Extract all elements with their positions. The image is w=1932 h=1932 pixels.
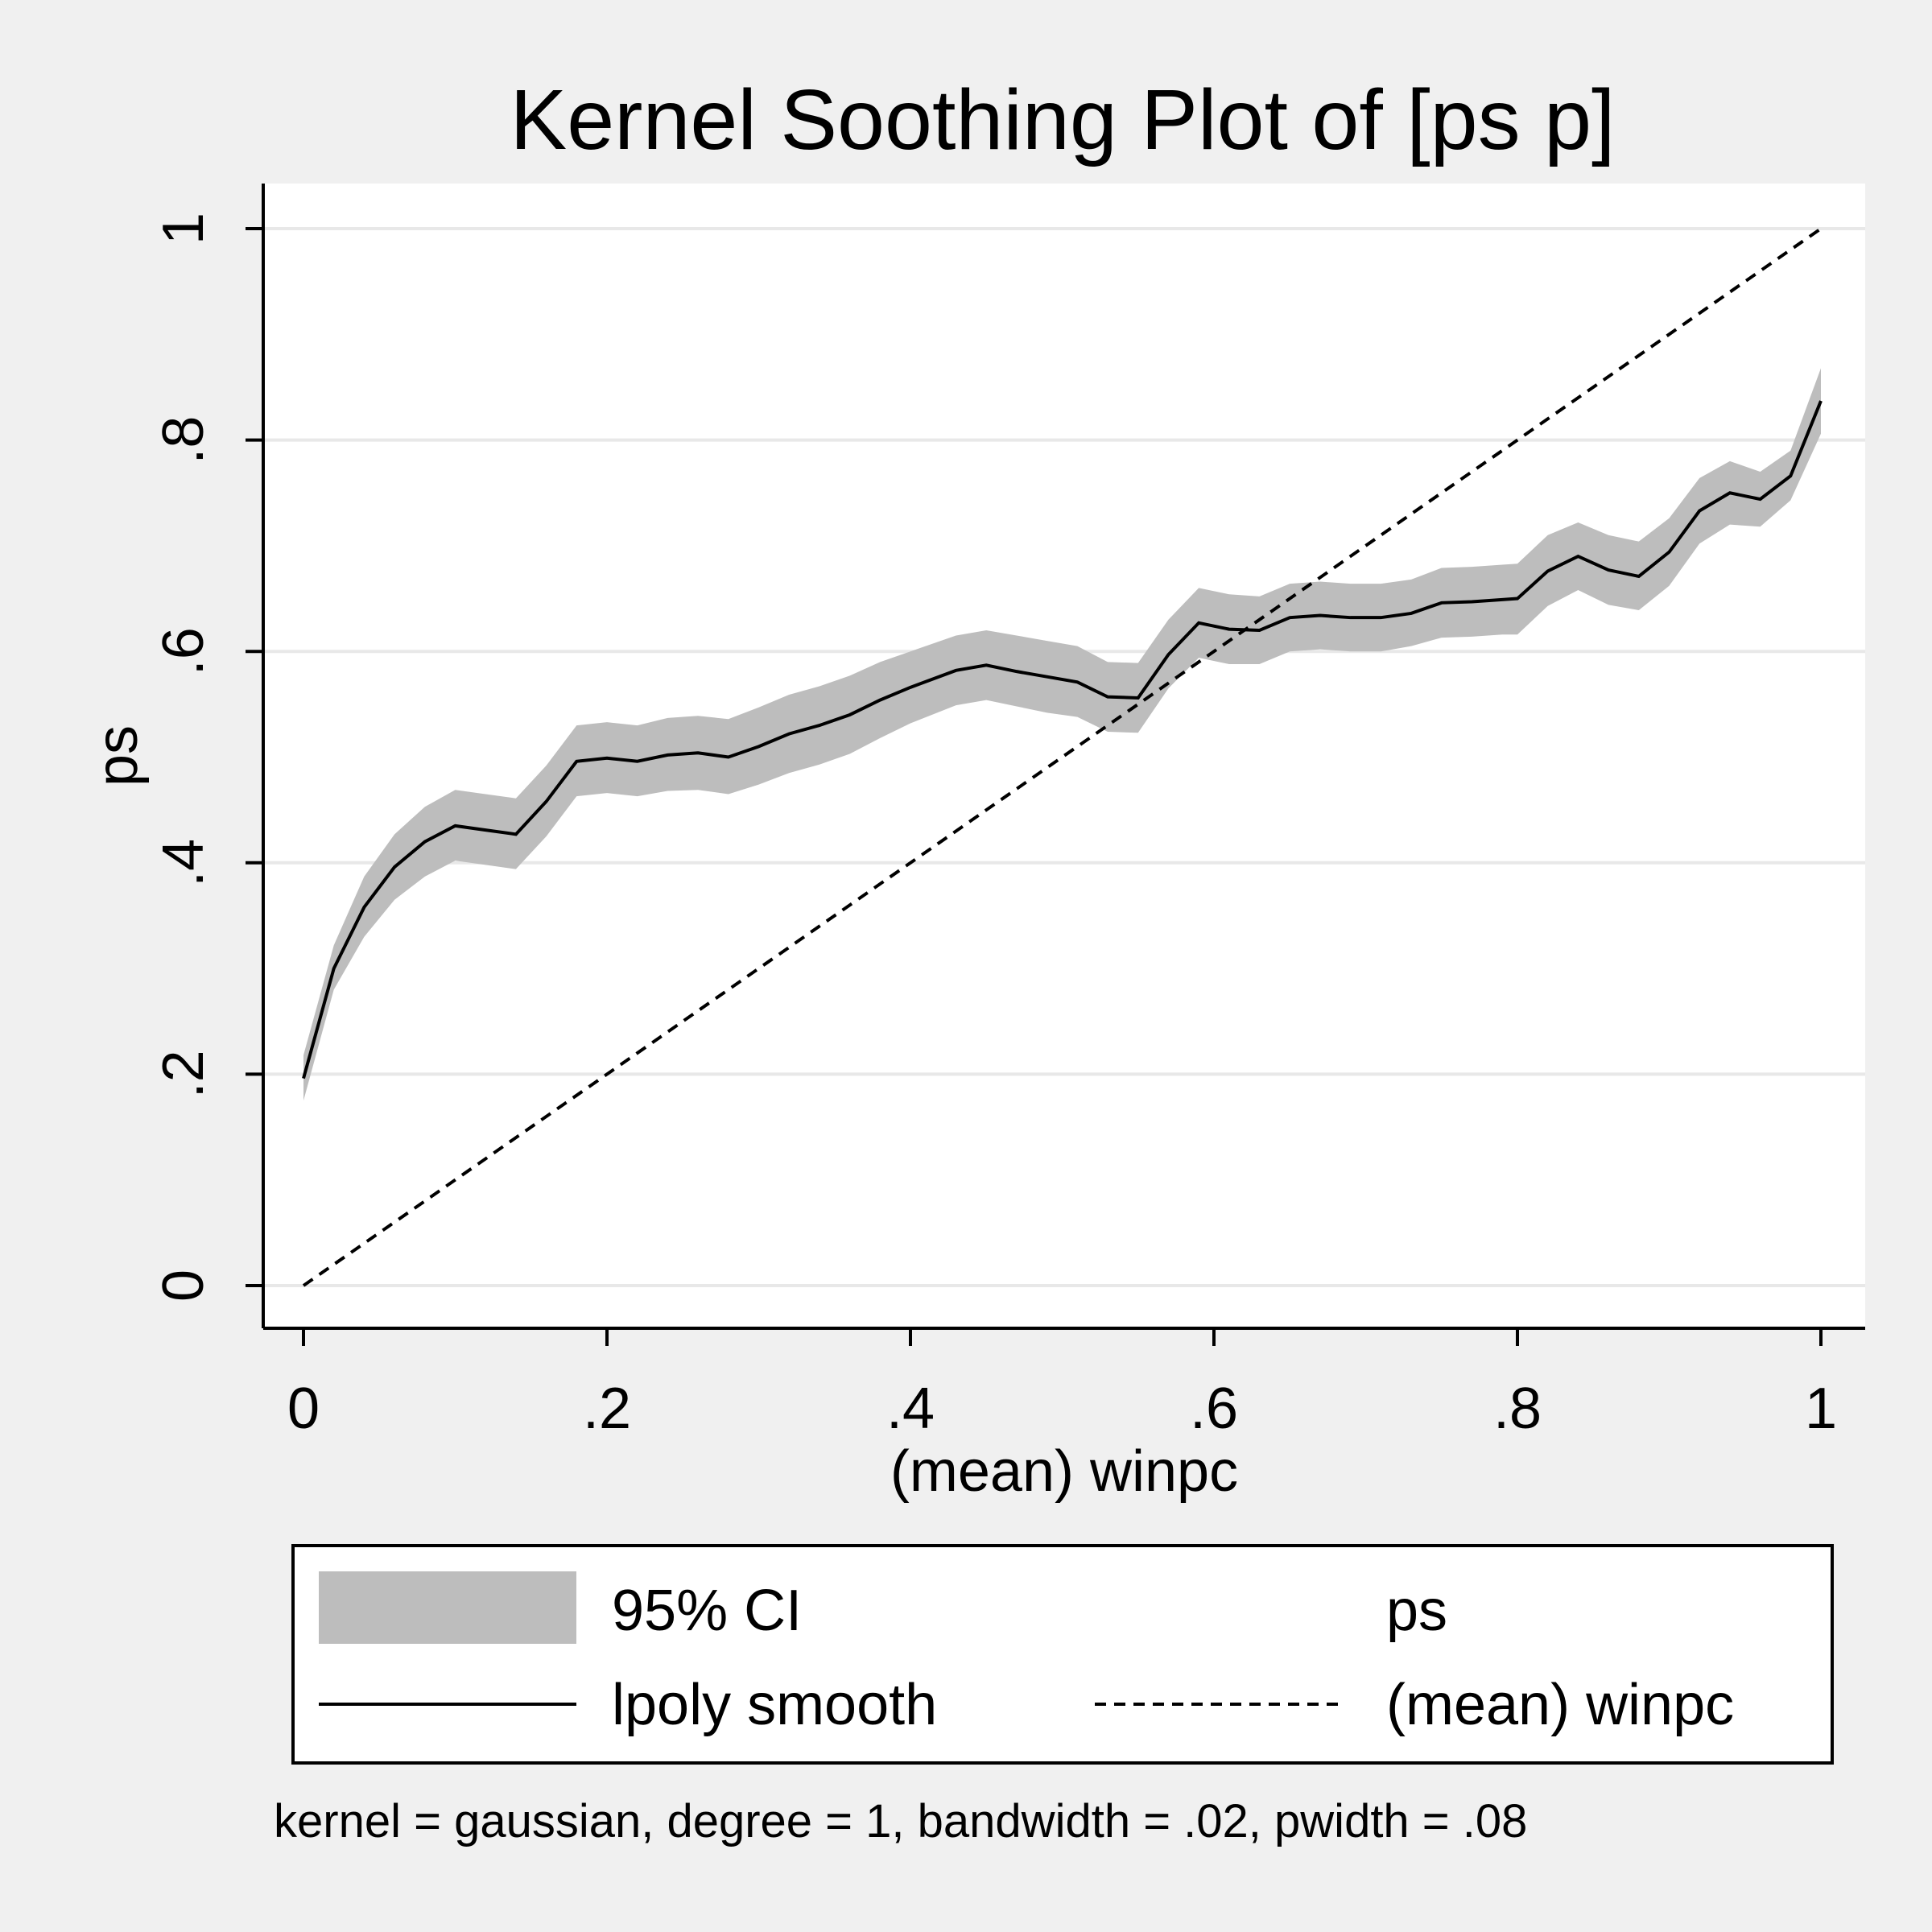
y-axis-ticks: 0 .2 .4 .6 .8 1 bbox=[151, 213, 263, 1302]
legend-ci-swatch bbox=[319, 1571, 576, 1644]
y-tick-label-0: 0 bbox=[151, 1269, 216, 1302]
y-tick-label-3: .6 bbox=[151, 627, 216, 675]
x-axis-ticks: 0 .2 .4 .6 .8 1 bbox=[287, 1328, 1837, 1441]
chart-title: Kernel Soothing Plot of [ps p] bbox=[510, 72, 1616, 167]
plot-background bbox=[263, 184, 1865, 1328]
lpoly-smooth-line bbox=[302, 400, 1823, 1080]
x-tick-label-4: .8 bbox=[1493, 1377, 1542, 1441]
x-axis: 0 .2 .4 .6 .8 1 (mean) winpc bbox=[263, 1327, 1865, 1504]
y-tick-label-5: 1 bbox=[151, 213, 216, 245]
x-tick-label-1: .2 bbox=[583, 1377, 631, 1441]
y-tick-label-2: .4 bbox=[151, 839, 216, 887]
y-tick-label-1: .2 bbox=[151, 1050, 216, 1098]
legend-label-ps: ps bbox=[1386, 1579, 1447, 1643]
ci-band-area bbox=[303, 368, 1821, 1101]
x-axis-title: (mean) winpc bbox=[890, 1439, 1238, 1504]
legend: 95% CI ps lpoly smooth (mean) winpc bbox=[291, 1544, 1834, 1765]
y-tick-label-4: .8 bbox=[151, 416, 216, 464]
x-tick-label-0: 0 bbox=[287, 1377, 320, 1441]
legend-label-lpoly: lpoly smooth bbox=[612, 1673, 937, 1737]
x-tick-label-5: 1 bbox=[1805, 1377, 1837, 1441]
x-tick-label-3: .6 bbox=[1190, 1377, 1238, 1441]
plot-area bbox=[263, 184, 1865, 1328]
kernel-note: kernel = gaussian, degree = 1, bandwidth… bbox=[274, 1795, 1527, 1847]
y-axis-title: ps bbox=[85, 725, 150, 786]
legend-label-ci: 95% CI bbox=[612, 1579, 802, 1643]
y-axis: 0 .2 .4 .6 .8 1 ps bbox=[85, 184, 265, 1328]
legend-label-winpc: (mean) winpc bbox=[1386, 1673, 1734, 1737]
x-tick-label-2: .4 bbox=[886, 1377, 935, 1441]
